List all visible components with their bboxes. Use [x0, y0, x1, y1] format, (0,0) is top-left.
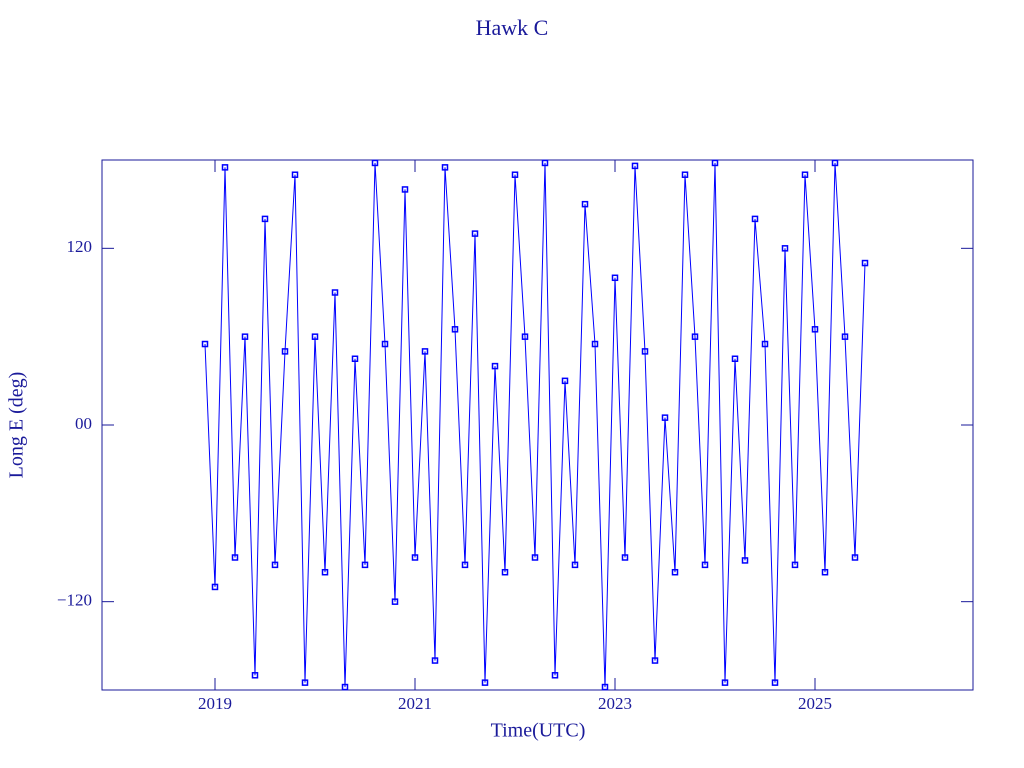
point: [261, 215, 269, 223]
point: [451, 326, 459, 333]
point: [251, 672, 259, 679]
y-axis-label: Long E (deg): [6, 372, 28, 479]
x-axis-label: Time(UTC): [491, 720, 586, 742]
series-line: [204, 162, 866, 688]
point: [391, 598, 399, 605]
point: [671, 568, 679, 576]
point: [641, 348, 649, 355]
point: [351, 355, 359, 362]
point: [761, 340, 769, 348]
point: [331, 289, 339, 296]
point: [561, 377, 569, 385]
point: [301, 679, 309, 686]
point: [821, 568, 829, 576]
point: [431, 657, 439, 664]
y-tick-label: 120: [67, 237, 93, 256]
point: [311, 333, 319, 340]
point: [621, 554, 629, 561]
point: [521, 333, 529, 340]
point: [231, 554, 239, 561]
y-tick-label: 00: [75, 414, 92, 433]
point: [441, 164, 449, 171]
point: [501, 568, 509, 576]
point: [321, 568, 329, 576]
point: [541, 159, 549, 167]
point: [591, 340, 599, 348]
point: [681, 171, 689, 178]
point: [201, 340, 209, 348]
point: [631, 162, 639, 170]
point: [551, 672, 559, 679]
point: [701, 561, 709, 569]
x-tick-label: 2025: [798, 694, 832, 713]
point: [851, 554, 859, 561]
point: [241, 333, 249, 340]
point: [421, 348, 429, 355]
point: [511, 171, 519, 178]
point: [381, 340, 389, 348]
chart-title: Hawk C: [476, 15, 549, 40]
point: [471, 230, 479, 237]
point: [211, 583, 219, 591]
point: [831, 159, 839, 167]
plot-frame: [101, 159, 974, 691]
point: [841, 333, 849, 340]
point: [341, 683, 349, 691]
point: [601, 683, 609, 691]
point: [481, 679, 489, 686]
point: [731, 355, 739, 362]
point: [791, 561, 799, 569]
point: [361, 561, 369, 569]
point: [531, 554, 539, 561]
point: [661, 414, 669, 421]
point: [801, 171, 809, 178]
point: [411, 554, 419, 561]
point: [751, 215, 759, 223]
point: [611, 274, 619, 282]
point: [781, 245, 789, 252]
point: [221, 164, 229, 171]
point: [571, 561, 579, 569]
point: [401, 186, 409, 193]
x-tick-label: 2021: [398, 694, 432, 713]
point: [581, 200, 589, 208]
y-tick-label: −120: [57, 591, 92, 610]
point: [771, 679, 779, 686]
x-tick-label: 2019: [198, 694, 232, 713]
point: [651, 657, 659, 664]
point: [691, 333, 699, 340]
point: [811, 326, 819, 333]
point: [741, 557, 749, 564]
point: [271, 561, 279, 569]
point: [371, 159, 379, 167]
point: [861, 259, 869, 267]
x-tick-label: 2023: [598, 694, 632, 713]
point: [461, 561, 469, 569]
point: [491, 362, 499, 370]
point: [721, 679, 729, 686]
point: [291, 171, 299, 178]
point: [711, 159, 719, 167]
point: [281, 348, 289, 355]
